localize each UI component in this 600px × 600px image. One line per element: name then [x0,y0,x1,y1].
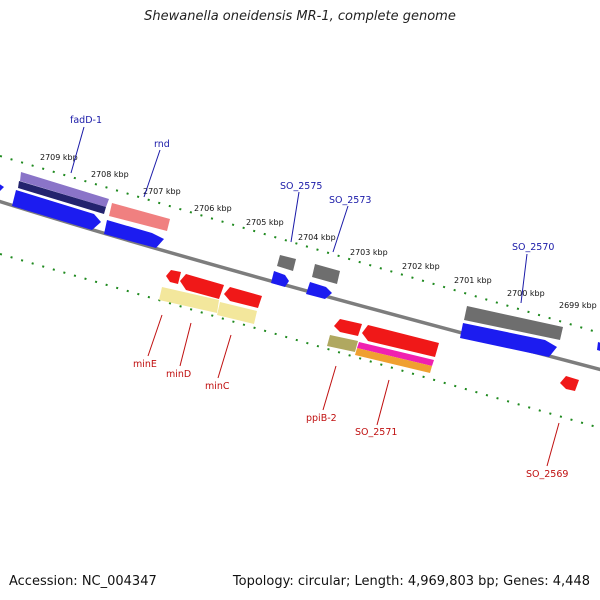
gene-block[interactable] [327,335,358,352]
kbp-label: 2709 kbp [40,153,78,162]
gene-arrow[interactable] [334,319,362,336]
reverse-gene-label: SO_2571 [355,427,397,438]
kbp-label: 2703 kbp [350,248,388,257]
gene-arrow[interactable] [180,274,224,299]
gene-arrow[interactable] [104,220,164,248]
gene-label-leader [143,149,161,198]
gene-label-leader [70,126,85,174]
gene-label-leader [147,314,163,357]
kbp-label: 2707 kbp [143,187,181,196]
gene-arrow[interactable] [12,190,101,230]
forward-gene-label: SO_2573 [329,195,371,206]
gene-label-leader [376,379,390,426]
gene-label-leader [322,365,337,411]
genome-summary-text: Topology: circular; Length: 4,969,803 bp… [232,574,590,589]
forward-gene-label: SO_2570 [512,242,554,253]
gene-block[interactable] [159,287,219,313]
kbp-label: 2701 kbp [454,276,492,285]
reverse-gene-label: ppiB-2 [306,413,337,424]
gene-arrow[interactable] [271,271,289,287]
gene-block[interactable] [277,255,296,271]
gene-block[interactable] [20,172,109,207]
gene-arrow[interactable] [597,342,600,352]
gene-arrow[interactable] [224,287,262,308]
kbp-label: 2706 kbp [194,204,232,213]
gene-block[interactable] [355,348,432,373]
gene-block[interactable] [312,264,340,284]
kbp-label: 2708 kbp [91,170,129,179]
reverse-gene-label: SO_2569 [526,469,568,480]
reverse-gene-label: minE [133,359,157,370]
page-title: Shewanella oneidensis MR-1, complete gen… [144,9,456,24]
gene-label-leader [520,253,528,304]
kbp-label: 2705 kbp [246,218,284,227]
kbp-label: 2702 kbp [402,262,440,271]
gene-block[interactable] [357,342,434,366]
kbp-label: 2700 kbp [507,289,545,298]
accession-text: Accession: NC_004347 [9,574,157,589]
forward-gene-label: rnd [154,139,170,150]
gene-block[interactable] [217,302,257,324]
forward-gene-label: fadD-1 [70,115,102,126]
gene-label-leader [332,205,349,253]
reverse-gene-label: minC [205,381,230,392]
gene-block[interactable] [464,306,563,340]
gene-label-leader [546,422,560,467]
gene-arrow[interactable] [306,282,332,299]
kbp-label: 2699 kbp [559,301,597,310]
gene-arrow[interactable] [362,325,439,357]
gene-arrow[interactable] [166,270,181,284]
gene-label-leader [217,334,232,379]
forward-gene-label: SO_2575 [280,181,322,192]
kbp-label: 2704 kbp [298,233,336,242]
gene-arrow[interactable] [0,183,4,193]
gene-label-leader [290,191,300,243]
gene-arrow[interactable] [460,323,557,357]
gene-label-leader [179,322,192,367]
gene-block[interactable] [109,203,170,231]
gene-arrow[interactable] [560,376,579,391]
gene-block[interactable] [18,181,106,214]
reverse-gene-label: minD [166,369,191,380]
